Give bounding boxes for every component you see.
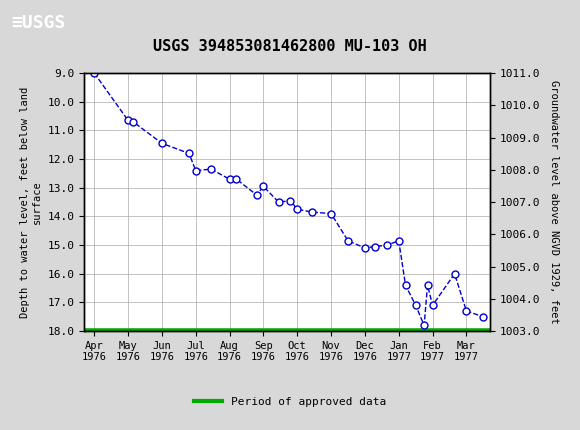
Y-axis label: Groundwater level above NGVD 1929, feet: Groundwater level above NGVD 1929, feet	[549, 80, 559, 324]
Text: USGS 394853081462800 MU-103 OH: USGS 394853081462800 MU-103 OH	[153, 39, 427, 54]
Text: ≡USGS: ≡USGS	[12, 14, 66, 31]
Y-axis label: Depth to water level, feet below land
surface: Depth to water level, feet below land su…	[20, 86, 42, 318]
Legend: Period of approved data: Period of approved data	[190, 393, 390, 412]
